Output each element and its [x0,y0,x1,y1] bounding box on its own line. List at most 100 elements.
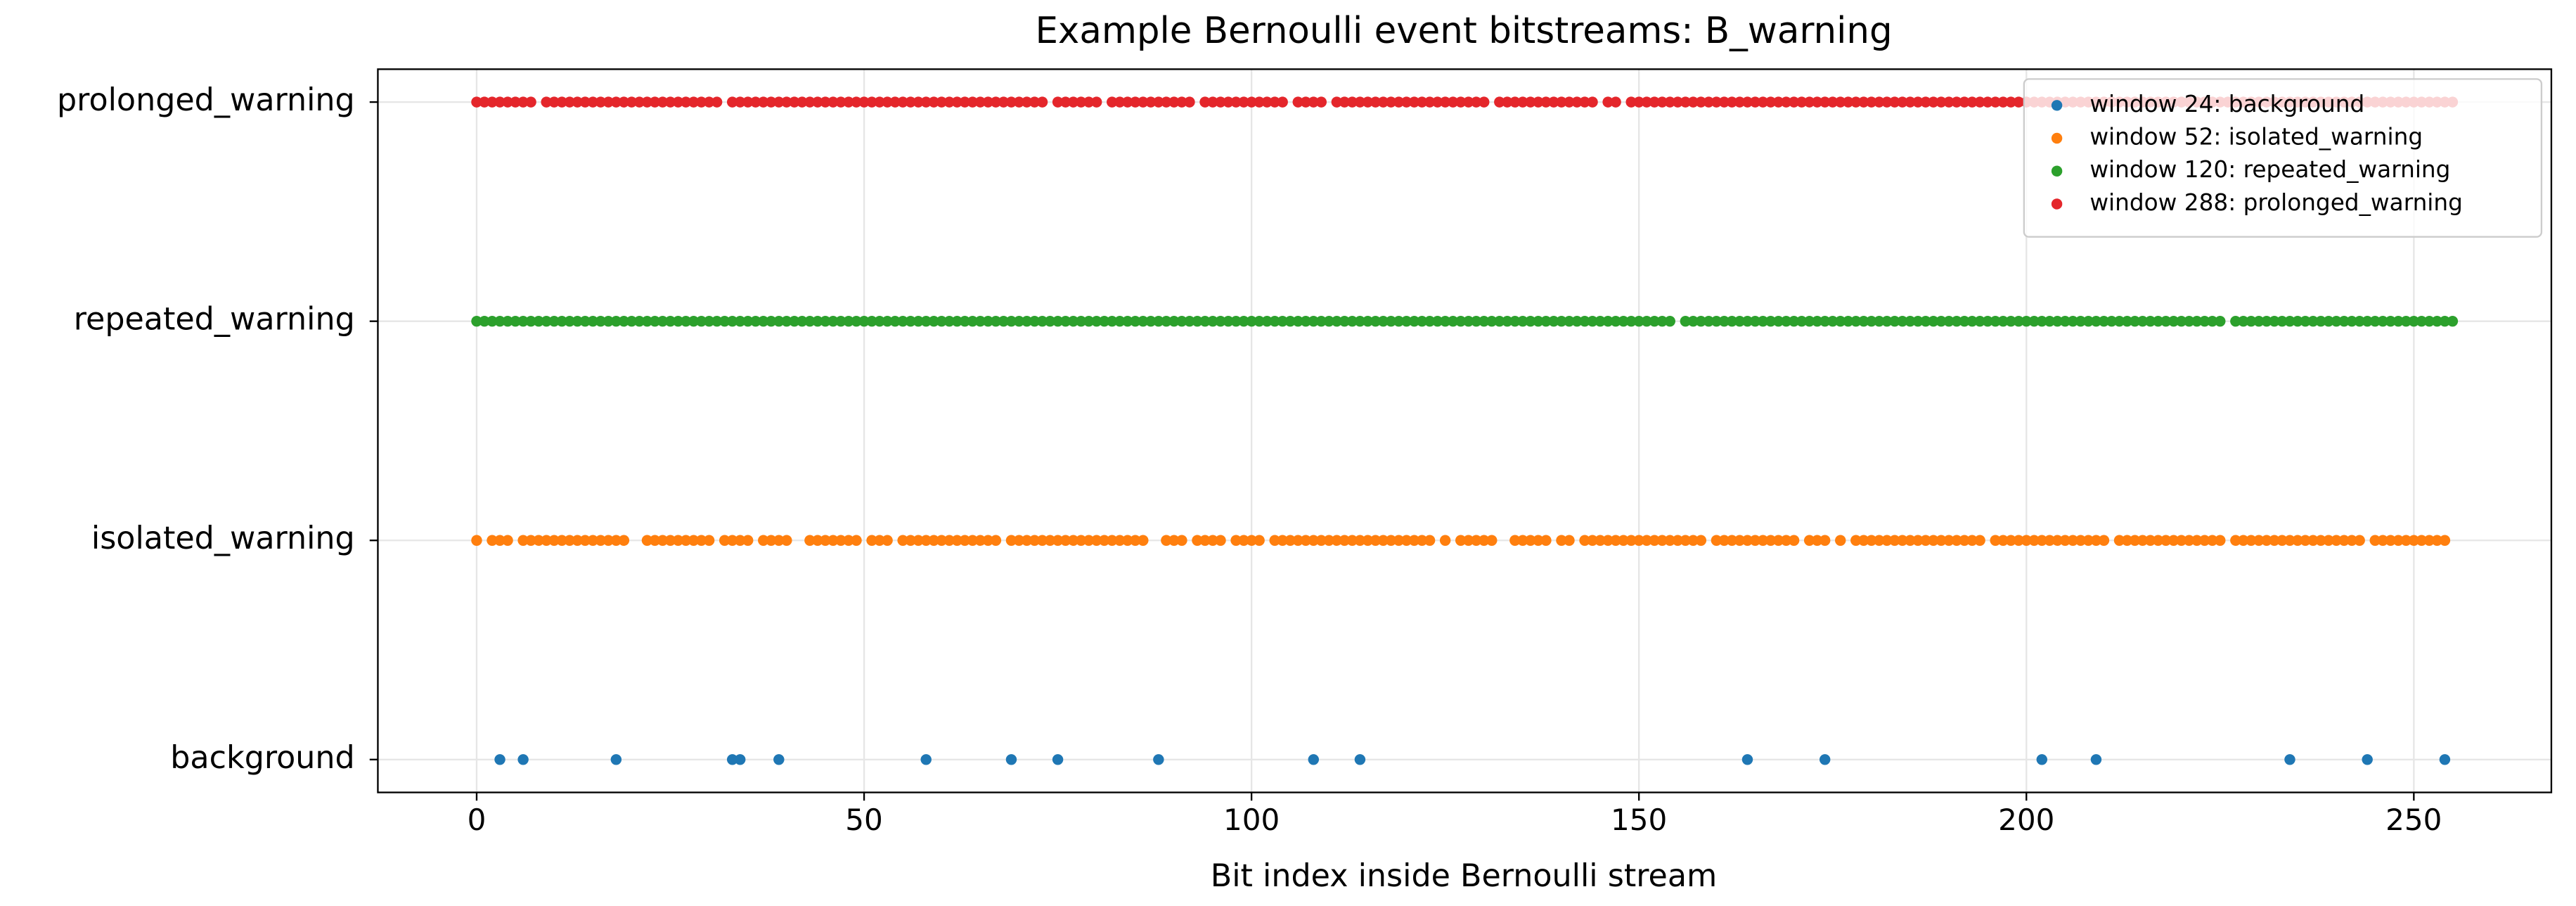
point [1579,315,1590,327]
point [2331,535,2342,546]
point [1246,315,1257,327]
point [1509,535,1521,546]
point [928,535,939,546]
point [595,315,607,327]
point [1897,535,1908,546]
point [1052,96,1064,108]
point [1431,315,1443,327]
point [2439,754,2451,765]
point [2175,535,2187,546]
point [920,535,932,546]
point [548,315,560,327]
point [1315,315,1327,327]
point [494,535,505,546]
point [1874,96,1885,108]
point [719,315,730,327]
point [1796,96,1808,108]
point [1462,96,1474,108]
point [1238,96,1249,108]
point [2144,315,2156,327]
point [1145,315,1157,327]
point [2090,535,2102,546]
point [820,315,831,327]
point [1602,535,1614,546]
point [1277,535,1288,546]
point [2284,535,2295,546]
point [487,96,498,108]
point [1726,315,1738,327]
point [1098,315,1110,327]
point [1486,315,1498,327]
point [2284,315,2295,327]
point [1680,535,1692,546]
point [905,535,916,546]
point [897,535,908,546]
point [1656,535,1668,546]
point [1455,315,1467,327]
point [641,96,653,108]
point [1215,315,1226,327]
point [773,754,785,765]
point [928,315,939,327]
point [525,315,536,327]
point [1184,315,1195,327]
point [1703,315,1715,327]
point [1649,315,1660,327]
point [2346,315,2357,327]
point [2090,754,2102,765]
point [1199,315,1211,327]
point [1819,315,1831,327]
ticks: 0 50 100 150 200 250 background isolated_warnin… [57,82,2442,837]
point [1292,315,1303,327]
point [1564,315,1575,327]
point [1114,535,1126,546]
point [510,315,521,327]
point [1897,96,1908,108]
point [742,96,754,108]
point [858,315,870,327]
point [1936,315,1947,327]
point [734,535,746,546]
point [1881,96,1893,108]
point [1695,315,1707,327]
point [672,96,684,108]
point [1502,96,1513,108]
point [2323,535,2334,546]
point [2354,315,2365,327]
point [1726,535,1738,546]
point [1424,96,1436,108]
point [633,315,645,327]
point [1021,315,1033,327]
point [1471,535,1482,546]
point [1130,315,1141,327]
point [1556,315,1567,327]
point [1610,96,1621,108]
chart-title: Example Bernoulli event bitstreams: B_wa… [1035,10,1892,52]
point [1509,315,1521,327]
point [1370,96,1382,108]
point [1400,535,1412,546]
point [1680,315,1692,327]
point [1741,315,1753,327]
point [2400,535,2412,546]
point [2207,315,2218,327]
point [556,535,567,546]
point [974,96,986,108]
point [974,315,986,327]
point [1757,315,1769,327]
point [2300,535,2311,546]
point [2269,535,2280,546]
point [1905,535,1916,546]
legend-box [2023,78,2543,238]
point [1153,754,1164,765]
point [711,315,723,327]
x-tick-label: 0 [468,803,487,837]
point [556,315,567,327]
point [525,96,536,108]
point [2408,535,2420,546]
point [1943,96,1954,108]
point [541,535,552,546]
plot-frame [377,68,2553,793]
point [1997,315,2009,327]
point [1424,535,1436,546]
